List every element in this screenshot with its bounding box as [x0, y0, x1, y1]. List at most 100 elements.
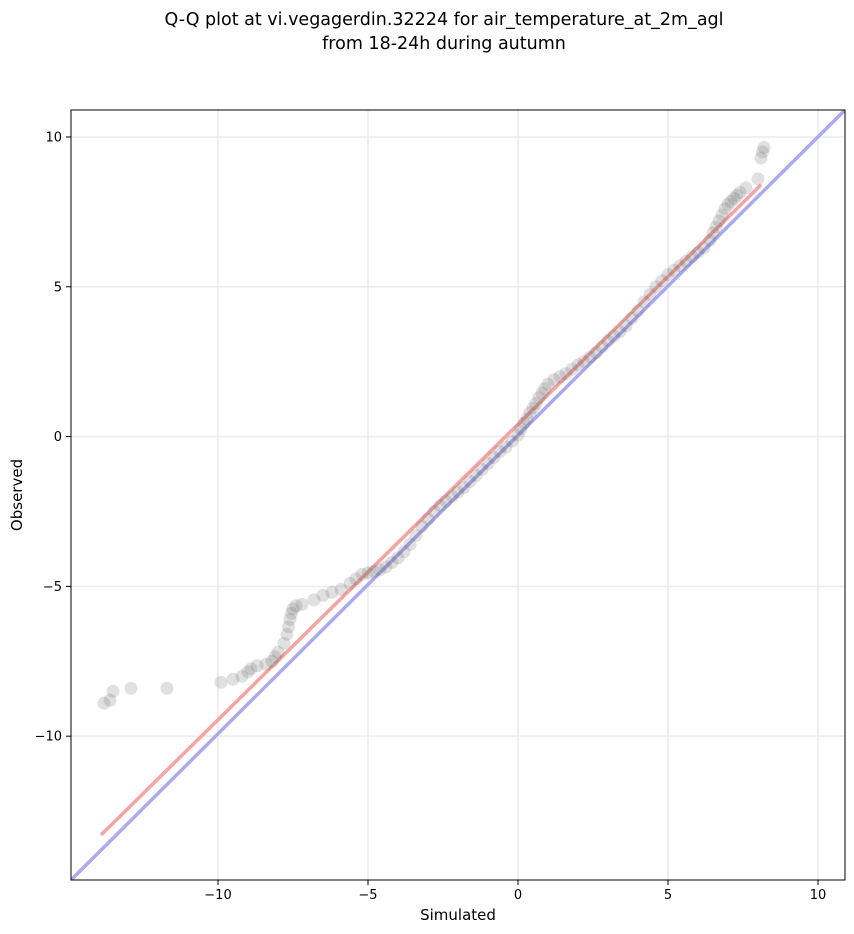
identity-line — [71, 110, 845, 880]
qq-point — [289, 599, 303, 613]
qq-point — [643, 287, 657, 301]
qq-point — [277, 636, 291, 650]
qq-point — [415, 519, 429, 533]
qq-point — [685, 250, 699, 264]
qq-point — [577, 355, 591, 369]
y-tick-label: 5 — [54, 280, 62, 295]
qq-point — [499, 440, 513, 454]
qq-point — [535, 386, 549, 400]
qq-point — [727, 191, 741, 205]
qq-point — [589, 346, 603, 360]
qq-point — [373, 563, 387, 577]
qq-point — [361, 566, 375, 580]
qq-point — [226, 672, 240, 686]
qq-point — [607, 329, 621, 343]
qq-point — [718, 202, 732, 216]
qq-point — [532, 391, 546, 405]
qq-point — [565, 362, 579, 376]
y-tick-label: −5 — [43, 580, 62, 595]
qq-point — [355, 567, 369, 581]
x-tick-label: −5 — [358, 888, 377, 903]
qq-point — [379, 560, 393, 574]
qq-point — [391, 551, 405, 565]
qq-point — [349, 572, 363, 586]
qq-point — [601, 334, 615, 348]
qq-point — [106, 684, 120, 698]
qq-point — [625, 311, 639, 325]
y-tick-label: 10 — [45, 130, 62, 145]
qq-point — [282, 620, 295, 634]
qq-point — [316, 588, 330, 602]
qq-point — [547, 373, 561, 387]
qq-point — [160, 681, 174, 695]
qq-point — [754, 151, 768, 165]
qq-point — [421, 512, 435, 526]
qq-point — [487, 451, 501, 465]
qq-point — [505, 434, 519, 448]
qq-point — [385, 555, 399, 569]
qq-point — [706, 226, 720, 240]
qq-point — [457, 481, 471, 495]
qq-point — [541, 377, 555, 391]
qq-point — [673, 259, 687, 273]
qq-point — [619, 319, 633, 333]
qq-point — [703, 233, 717, 247]
qq-point — [439, 494, 453, 508]
x-tick-label: −10 — [204, 888, 231, 903]
qq-point — [295, 597, 309, 611]
qq-point — [526, 401, 540, 415]
qq-point — [559, 367, 573, 381]
qq-point — [520, 412, 534, 426]
qq-point — [523, 406, 537, 420]
qq-point — [235, 669, 249, 683]
qq-point — [730, 188, 744, 202]
qq-point — [214, 675, 228, 689]
qq-point — [709, 220, 723, 234]
qq-point — [285, 606, 298, 620]
x-axis-ticks: −10 −5 0 5 10 — [204, 880, 826, 903]
chart-title-line1: Q-Q plot at vi.vegagerdin.32224 for air_… — [164, 10, 723, 30]
qq-point — [514, 422, 528, 436]
qq-point — [613, 325, 627, 339]
qq-point — [97, 696, 111, 710]
chart-title-line2: from 18-24h during autumn — [322, 34, 566, 54]
qq-point — [307, 593, 321, 607]
qq-point — [733, 185, 747, 199]
fit-line — [99, 183, 763, 837]
y-tick-label: 0 — [54, 430, 62, 445]
qq-point — [259, 657, 273, 671]
y-tick-label: −10 — [35, 730, 62, 745]
qq-point — [724, 194, 738, 208]
y-axis-ticks: −10 −5 0 5 10 — [35, 130, 71, 745]
qq-point — [595, 340, 609, 354]
qq-point — [334, 582, 348, 596]
qq-point — [637, 295, 651, 309]
qq-point — [517, 416, 531, 430]
qq-point — [280, 627, 294, 641]
qq-point — [427, 504, 441, 518]
qq-point — [244, 662, 258, 676]
qq-point — [403, 537, 417, 551]
y-axis-label: Observed — [8, 459, 26, 531]
qq-point — [631, 304, 645, 318]
qq-point — [553, 370, 567, 384]
qq-point — [286, 602, 300, 616]
plot-frame — [70, 109, 846, 881]
plot-area — [71, 110, 845, 880]
qq-point — [481, 457, 495, 471]
qq-point — [283, 612, 297, 626]
qq-point — [649, 280, 663, 294]
qq-point — [691, 245, 705, 259]
qq-point — [538, 382, 552, 396]
x-tick-label: 5 — [664, 888, 672, 903]
qq-point — [433, 498, 447, 512]
qq-point — [751, 172, 765, 186]
qq-point — [712, 214, 726, 228]
qq-point — [667, 263, 681, 277]
qq-point — [409, 528, 423, 542]
qq-point — [697, 241, 711, 255]
qq-point — [475, 463, 489, 477]
qq-point — [493, 445, 507, 459]
qq-point — [250, 659, 264, 673]
